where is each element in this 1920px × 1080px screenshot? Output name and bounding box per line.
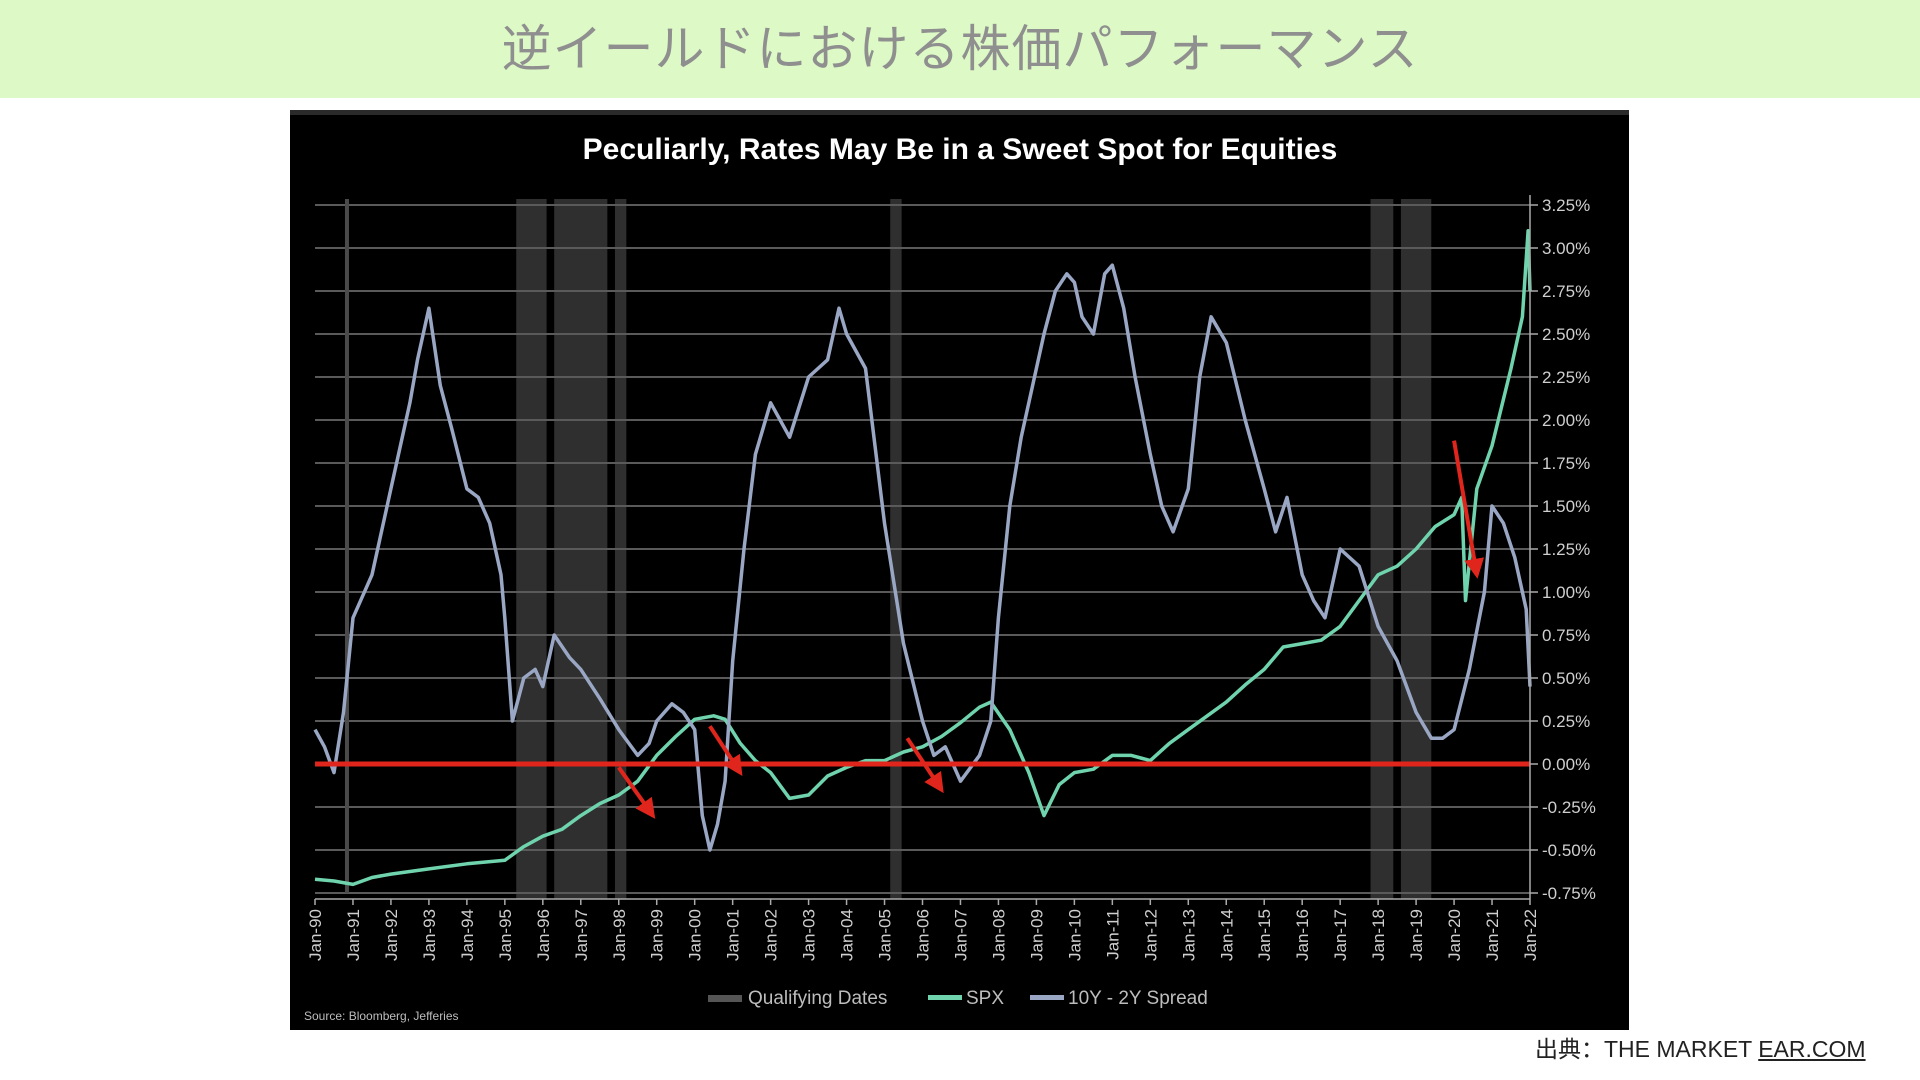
x-tick-label-22: Jan-12 — [1141, 909, 1160, 961]
x-tick-label-6: Jan-96 — [534, 909, 553, 961]
page-title: 逆イールドにおける株価パフォーマンス — [501, 20, 1419, 78]
x-tick-label-9: Jan-99 — [648, 909, 667, 961]
y-tick-label-6: 1.75% — [1542, 454, 1590, 473]
y-tick-label-15: -0.50% — [1542, 841, 1596, 860]
chart-frame: 3.25% 3.00% 2.75% 2.50% 2.25% 2.00% 1.75% 1.50%… — [290, 110, 1629, 1030]
x-tick-label-18: Jan-08 — [989, 909, 1008, 961]
annotation-arrow-1 — [708, 725, 743, 776]
y-tick-label-7: 1.50% — [1542, 497, 1590, 516]
series-line-spx — [314, 229, 1532, 887]
x-tick-label-31: Jan-21 — [1483, 909, 1502, 961]
y-tick-label-0: 3.25% — [1542, 196, 1590, 215]
series-layer — [313, 229, 1532, 887]
x-tick-label-29: Jan-19 — [1407, 909, 1426, 961]
x-tick-label-3: Jan-93 — [420, 909, 439, 961]
title-banner — [0, 0, 1920, 98]
y-tick-label-9: 1.00% — [1542, 583, 1590, 602]
source-credit: 出典：THE MARKET EAR.COM — [1535, 1030, 1866, 1064]
x-tick-label-27: Jan-17 — [1331, 909, 1350, 961]
y-tick-label-3: 2.50% — [1542, 325, 1590, 344]
series-line-spread — [313, 263, 1532, 852]
x-tick-label-25: Jan-15 — [1255, 909, 1274, 961]
x-tick-label-14: Jan-04 — [838, 909, 857, 961]
y-tick-label-13: 0.00% — [1542, 755, 1590, 774]
y-tick-label-16: -0.75% — [1542, 884, 1596, 903]
x-tick-label-17: Jan-07 — [951, 909, 970, 961]
x-tick-label-1: Jan-91 — [344, 909, 363, 961]
y-tick-label-5: 2.00% — [1542, 411, 1590, 430]
annotation-arrow-0 — [617, 766, 656, 819]
legend-swatch-spread — [1030, 995, 1064, 1000]
y-tick-label-8: 1.25% — [1542, 540, 1590, 559]
x-tick-label-0: Jan-90 — [306, 909, 325, 961]
x-tick-label-30: Jan-20 — [1445, 909, 1464, 961]
chart-top-border — [290, 110, 1629, 115]
legend-swatch-qualifying — [708, 995, 742, 1002]
x-tick-label-11: Jan-01 — [724, 909, 743, 961]
annotation-arrow-3 — [1452, 440, 1485, 579]
y-tick-label-11: 0.50% — [1542, 669, 1590, 688]
y-tick-label-10: 0.75% — [1542, 626, 1590, 645]
x-tick-label-7: Jan-97 — [572, 909, 591, 961]
legend-label-qualifying: Qualifying Dates — [748, 988, 887, 1009]
source-prefix: 出典：THE MARKET — [1535, 1036, 1759, 1062]
y-tick-label-4: 2.25% — [1542, 368, 1590, 387]
x-tick-label-2: Jan-92 — [382, 909, 401, 961]
annotation-arrow-2 — [905, 737, 944, 794]
source-link[interactable]: EAR.COM — [1758, 1036, 1866, 1062]
y-tick-label-14: -0.25% — [1542, 798, 1596, 817]
axis-layer: 3.25% 3.00% 2.75% 2.50% 2.25% 2.00% 1.75% 1.50%… — [306, 195, 1596, 961]
zero-line-layer — [315, 440, 1530, 819]
legend-label-spread: 10Y - 2Y Spread — [1068, 988, 1208, 1009]
x-tick-label-32: Jan-22 — [1521, 909, 1540, 961]
x-tick-label-28: Jan-18 — [1369, 909, 1388, 961]
x-tick-label-24: Jan-14 — [1217, 909, 1236, 961]
chart-svg: 3.25% 3.00% 2.75% 2.50% 2.25% 2.00% 1.75% 1.50%… — [290, 110, 1629, 1030]
x-tick-label-23: Jan-13 — [1179, 909, 1198, 961]
x-tick-label-13: Jan-03 — [800, 909, 819, 961]
legend-swatch-spx — [928, 995, 962, 1000]
x-tick-label-5: Jan-95 — [496, 909, 515, 961]
x-tick-label-12: Jan-02 — [762, 909, 781, 961]
x-tick-label-10: Jan-00 — [686, 909, 705, 961]
x-tick-label-15: Jan-05 — [876, 909, 895, 961]
x-tick-label-19: Jan-09 — [1027, 909, 1046, 961]
chart-source-note: Source: Bloomberg, Jefferies — [304, 1009, 459, 1023]
y-tick-label-1: 3.00% — [1542, 239, 1590, 258]
legend: Qualifying Dates SPX 10Y - 2Y Spread — [708, 988, 1208, 1009]
legend-label-spx: SPX — [966, 988, 1004, 1009]
y-tick-label-2: 2.75% — [1542, 282, 1590, 301]
x-tick-label-26: Jan-16 — [1293, 909, 1312, 961]
x-tick-label-20: Jan-10 — [1065, 909, 1084, 961]
x-tick-label-4: Jan-94 — [458, 909, 477, 961]
chart-title: Peculiarly, Rates May Be in a Sweet Spot… — [583, 133, 1338, 166]
x-tick-label-16: Jan-06 — [914, 909, 933, 961]
y-tick-label-12: 0.25% — [1542, 712, 1590, 731]
x-tick-label-8: Jan-98 — [610, 909, 629, 961]
x-tick-label-21: Jan-11 — [1103, 909, 1122, 960]
